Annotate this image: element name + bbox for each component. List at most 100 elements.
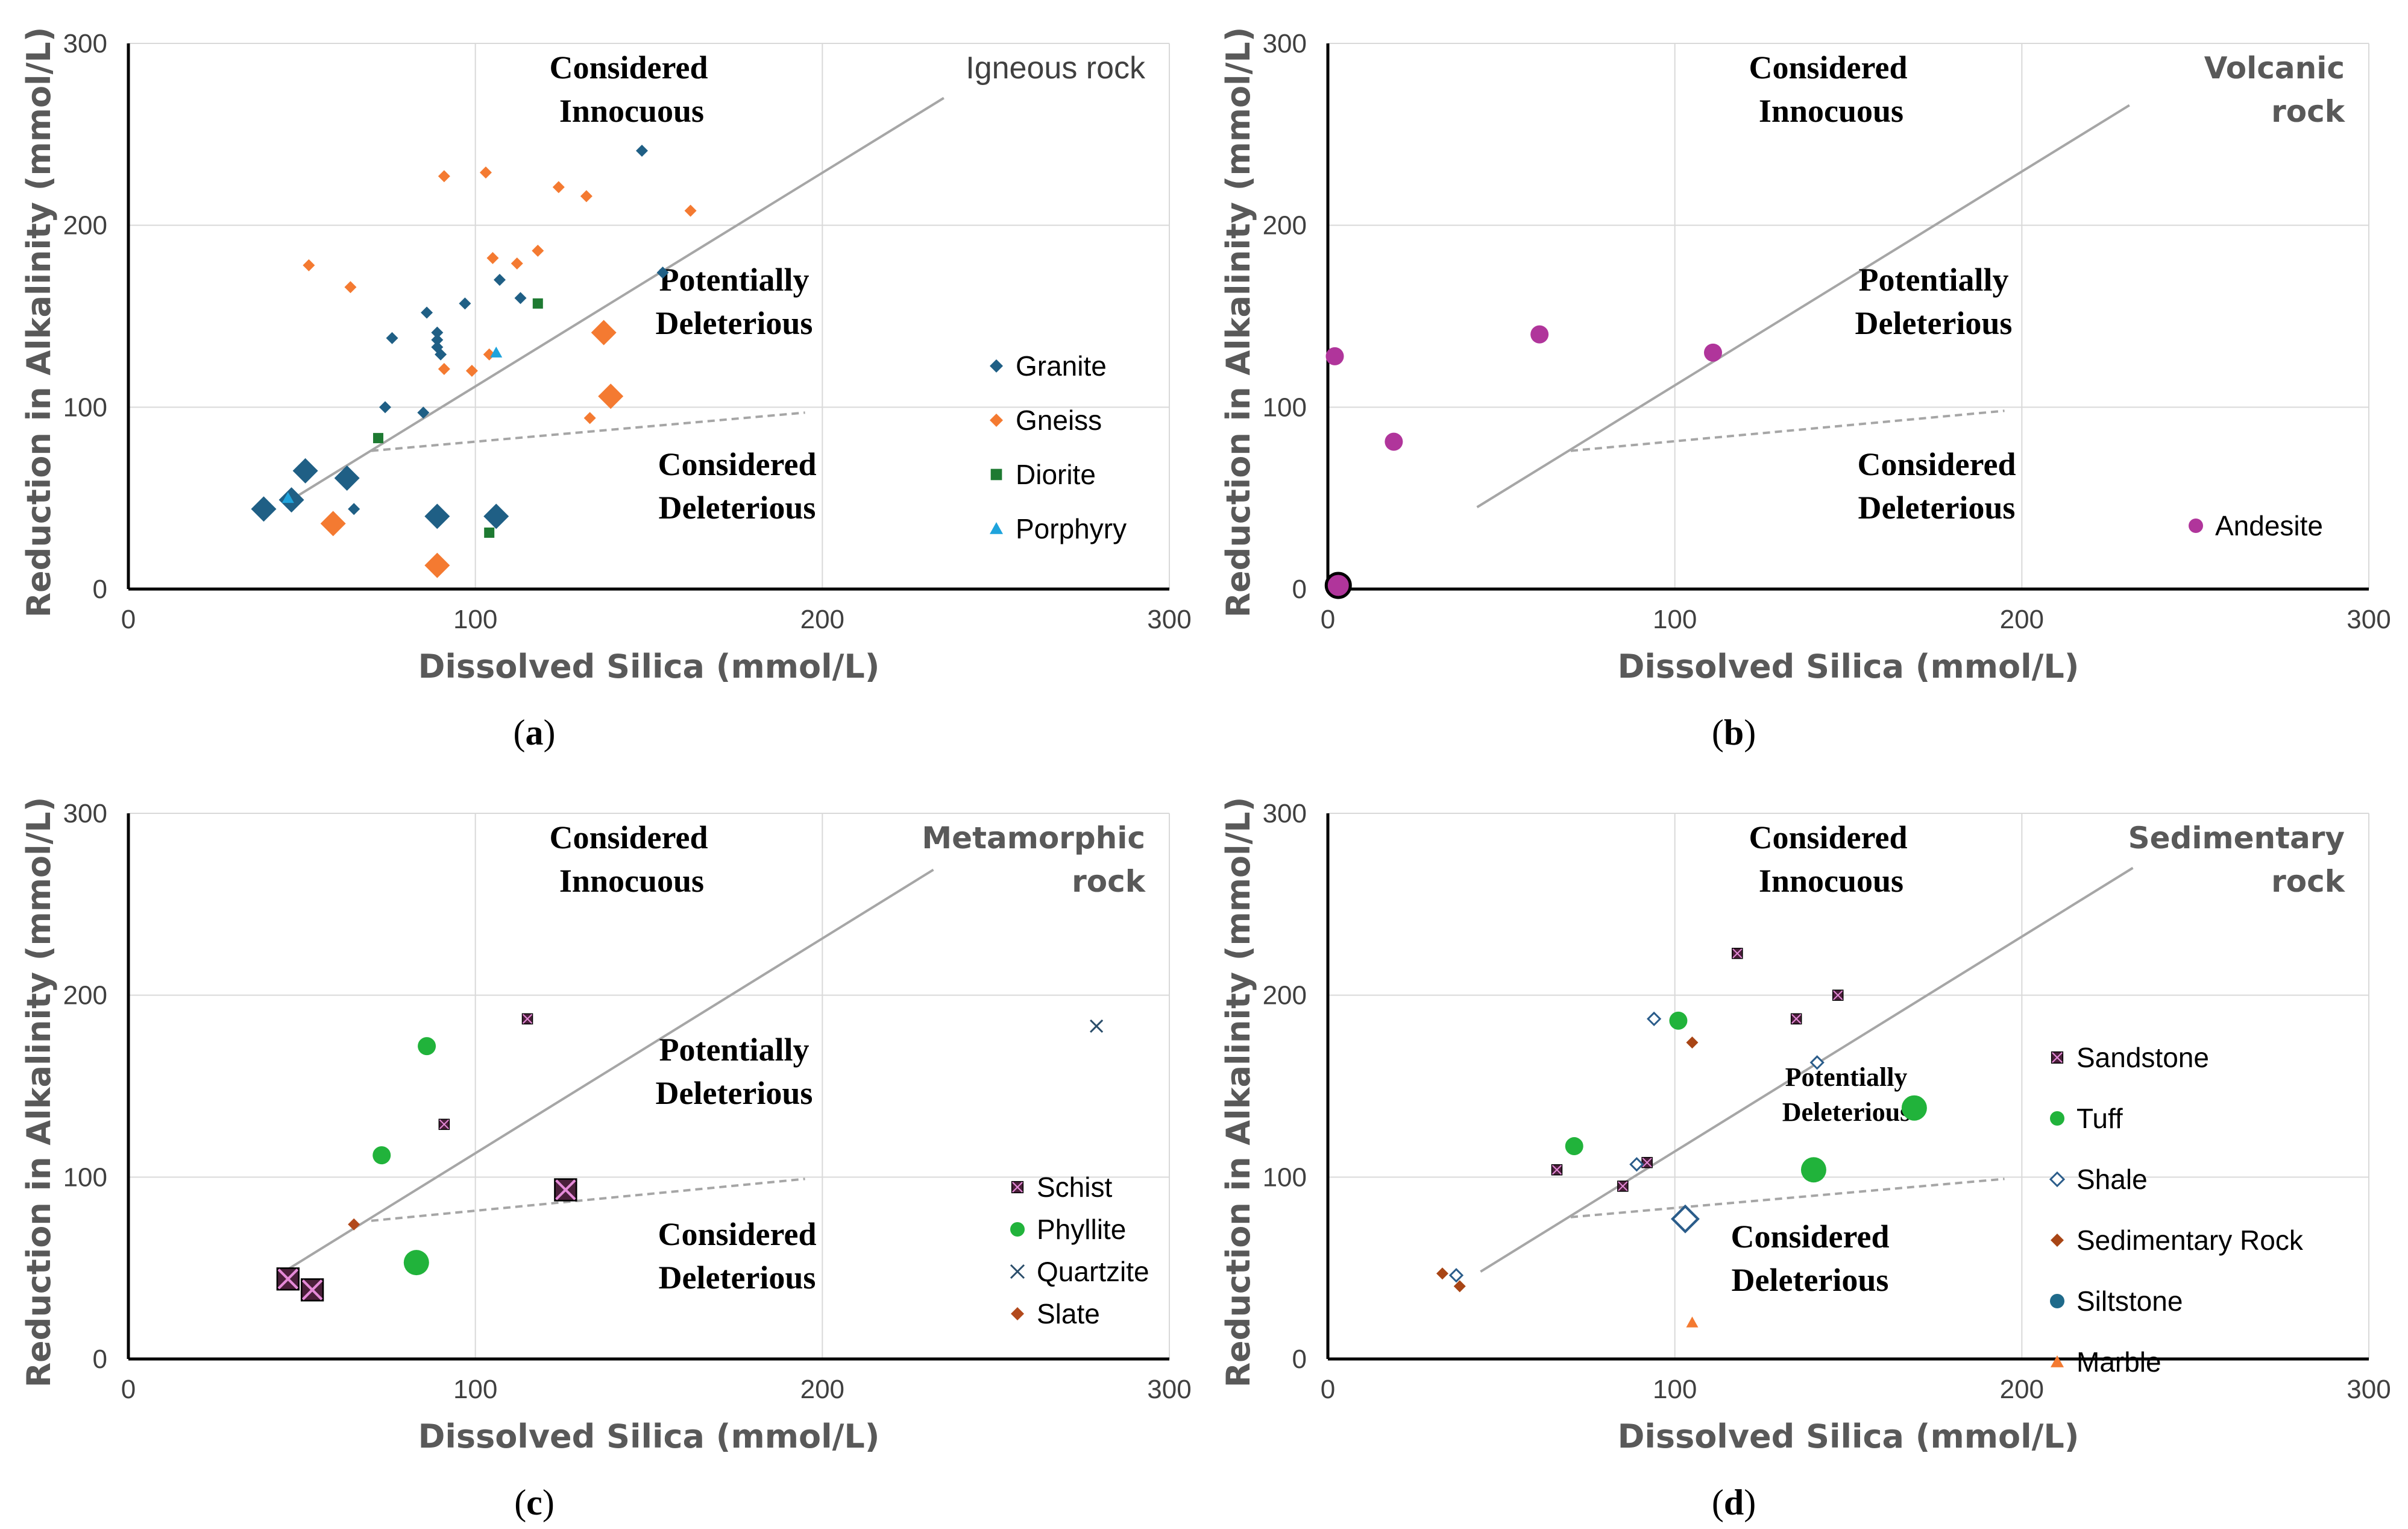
region-label-line: Considered <box>658 446 816 482</box>
legend-label: Shale <box>2076 1164 2148 1195</box>
andesite-data-point <box>1530 325 1549 344</box>
legend-item: Siltstone <box>2050 1285 2183 1317</box>
legend-item: Schist <box>1011 1171 1112 1203</box>
series-gneiss <box>303 166 697 578</box>
region-potentially-deleterious-label: Potentially Deleterious <box>656 262 813 341</box>
region-deleterious-label: Considered Deleterious <box>1857 446 2016 526</box>
y-axis-title: Reduction in Alkalinity (mmol/L) <box>20 797 58 1388</box>
x-tick-label: 200 <box>800 605 844 634</box>
region-label-line: Considered <box>658 1216 816 1252</box>
x-axis-title: Dissolved Silica (mmol/L) <box>418 1417 880 1455</box>
region-label-line: Innocuous <box>559 93 704 129</box>
rock-type-label: Volcanic rock <box>2204 51 2346 129</box>
phyllite-data-point <box>403 1250 429 1276</box>
region-label-line: Deleterious <box>656 305 813 341</box>
x-tick-label: 300 <box>1147 1375 1191 1404</box>
schist-data-point <box>438 1118 450 1130</box>
legend-label: Andesite <box>2215 510 2323 541</box>
region-label-line: Deleterious <box>659 490 816 526</box>
x-tick-label: 0 <box>121 1375 136 1404</box>
sandstone-data-point <box>1617 1181 1629 1192</box>
diorite-data-point <box>373 433 383 444</box>
porphyry-data-point <box>490 346 503 358</box>
tuff-data-point <box>1901 1095 1927 1121</box>
y-tick-label: 0 <box>1292 1345 1307 1374</box>
rock-label-line: Sedimentary <box>2128 821 2345 856</box>
granite-data-point <box>431 326 444 339</box>
legend-marker <box>1011 1307 1024 1320</box>
granite-data-point <box>424 503 450 529</box>
y-tick-label: 300 <box>1263 799 1307 828</box>
region-deleterious-label: Considered Deleterious <box>1731 1218 1889 1298</box>
granite-data-point <box>514 292 527 304</box>
x-tick-label: 200 <box>2000 1375 2044 1404</box>
threshold-dashed-line <box>1570 409 2005 452</box>
legend-label: Marble <box>2076 1346 2161 1378</box>
tuff-data-point <box>1565 1137 1583 1156</box>
legend-label: Porphyry <box>1016 513 1127 544</box>
legend: Granite Gneiss Diorite Porphyry <box>990 350 1127 544</box>
threshold-dashed-line <box>1570 1177 2005 1218</box>
andesite-data-point <box>1385 432 1403 451</box>
legend-marker <box>2050 1294 2064 1308</box>
y-tick-label: 200 <box>63 981 107 1010</box>
series-sedimentary-rock <box>1436 1036 1699 1293</box>
region-label-line: Deleterious <box>1855 305 2013 341</box>
granite-data-point <box>435 348 447 361</box>
andesite-data-point <box>1325 347 1344 365</box>
region-label-line: Potentially <box>1785 1062 1908 1092</box>
legend-marker <box>990 468 1002 481</box>
region-potentially-deleterious-label: Potentially Deleterious <box>656 1032 813 1111</box>
region-label-line: Considered <box>1749 819 1907 856</box>
gneiss-data-point <box>438 362 450 375</box>
gneiss-data-point <box>479 166 492 179</box>
legend-marker <box>1010 1222 1025 1237</box>
sandstone-data-point <box>1732 948 1743 959</box>
gneiss-data-point <box>303 259 315 272</box>
y-axis-title: Reduction in Alkalinity (mmol/L) <box>1219 27 1257 618</box>
x-tick-label: 0 <box>121 605 136 634</box>
legend-marker <box>1011 1181 1024 1194</box>
legend-marker <box>990 414 1003 427</box>
granite-data-point <box>348 503 360 515</box>
y-tick-label: 300 <box>63 29 107 58</box>
region-label-line: Potentially <box>659 1032 809 1068</box>
y-tick-label: 100 <box>63 1162 107 1192</box>
granite-data-point <box>431 333 444 346</box>
chart-panel-c: 0 100 200 300 0 100 200 300 Dissolved Silica (mm… <box>20 797 1192 1522</box>
gneiss-data-point <box>591 320 617 345</box>
region-label-line: Deleterious <box>1858 490 2016 526</box>
quartzite-data-point <box>1090 1019 1104 1033</box>
series-phyllite <box>373 1037 436 1276</box>
threshold-solid-line <box>287 96 945 503</box>
x-tick-label: 200 <box>2000 605 2044 634</box>
legend-label: Tuff <box>2076 1103 2123 1134</box>
granite-data-point <box>459 297 471 310</box>
series-granite <box>251 144 669 529</box>
region-innocuous-label: Considered Innocuous <box>549 819 708 899</box>
x-tick-label: 100 <box>1653 1375 1697 1404</box>
region-label-line: Innocuous <box>559 863 704 899</box>
slate-data-point <box>348 1218 360 1231</box>
gneiss-data-point <box>483 348 495 361</box>
legend-marker <box>2051 1051 2064 1064</box>
rock-label-line: Igneous rock <box>966 51 1146 86</box>
legend-item: Tuff <box>2050 1103 2123 1134</box>
gneiss-data-point <box>511 257 523 270</box>
region-potentially-deleterious-label: Potentially Deleterious <box>1782 1062 1911 1127</box>
granite-data-point <box>421 306 433 319</box>
sedimentary-rock-data-point <box>1436 1267 1448 1280</box>
gneiss-data-point <box>580 190 593 203</box>
region-label-line: Considered <box>1749 49 1907 86</box>
panel-caption: (a) <box>514 713 556 752</box>
region-label-line: Considered <box>1857 446 2016 482</box>
shale-data-point <box>1448 1268 1464 1283</box>
region-deleterious-label: Considered Deleterious <box>658 1216 816 1296</box>
panel-caption: (d) <box>1712 1483 1756 1522</box>
legend-marker <box>2051 1355 2064 1367</box>
sedimentary-rock-data-point <box>1453 1280 1466 1293</box>
porphyry-data-point <box>281 492 294 503</box>
legend-marker <box>2051 1234 2064 1247</box>
series-porphyry <box>281 346 503 503</box>
legend-marker <box>990 359 1003 373</box>
